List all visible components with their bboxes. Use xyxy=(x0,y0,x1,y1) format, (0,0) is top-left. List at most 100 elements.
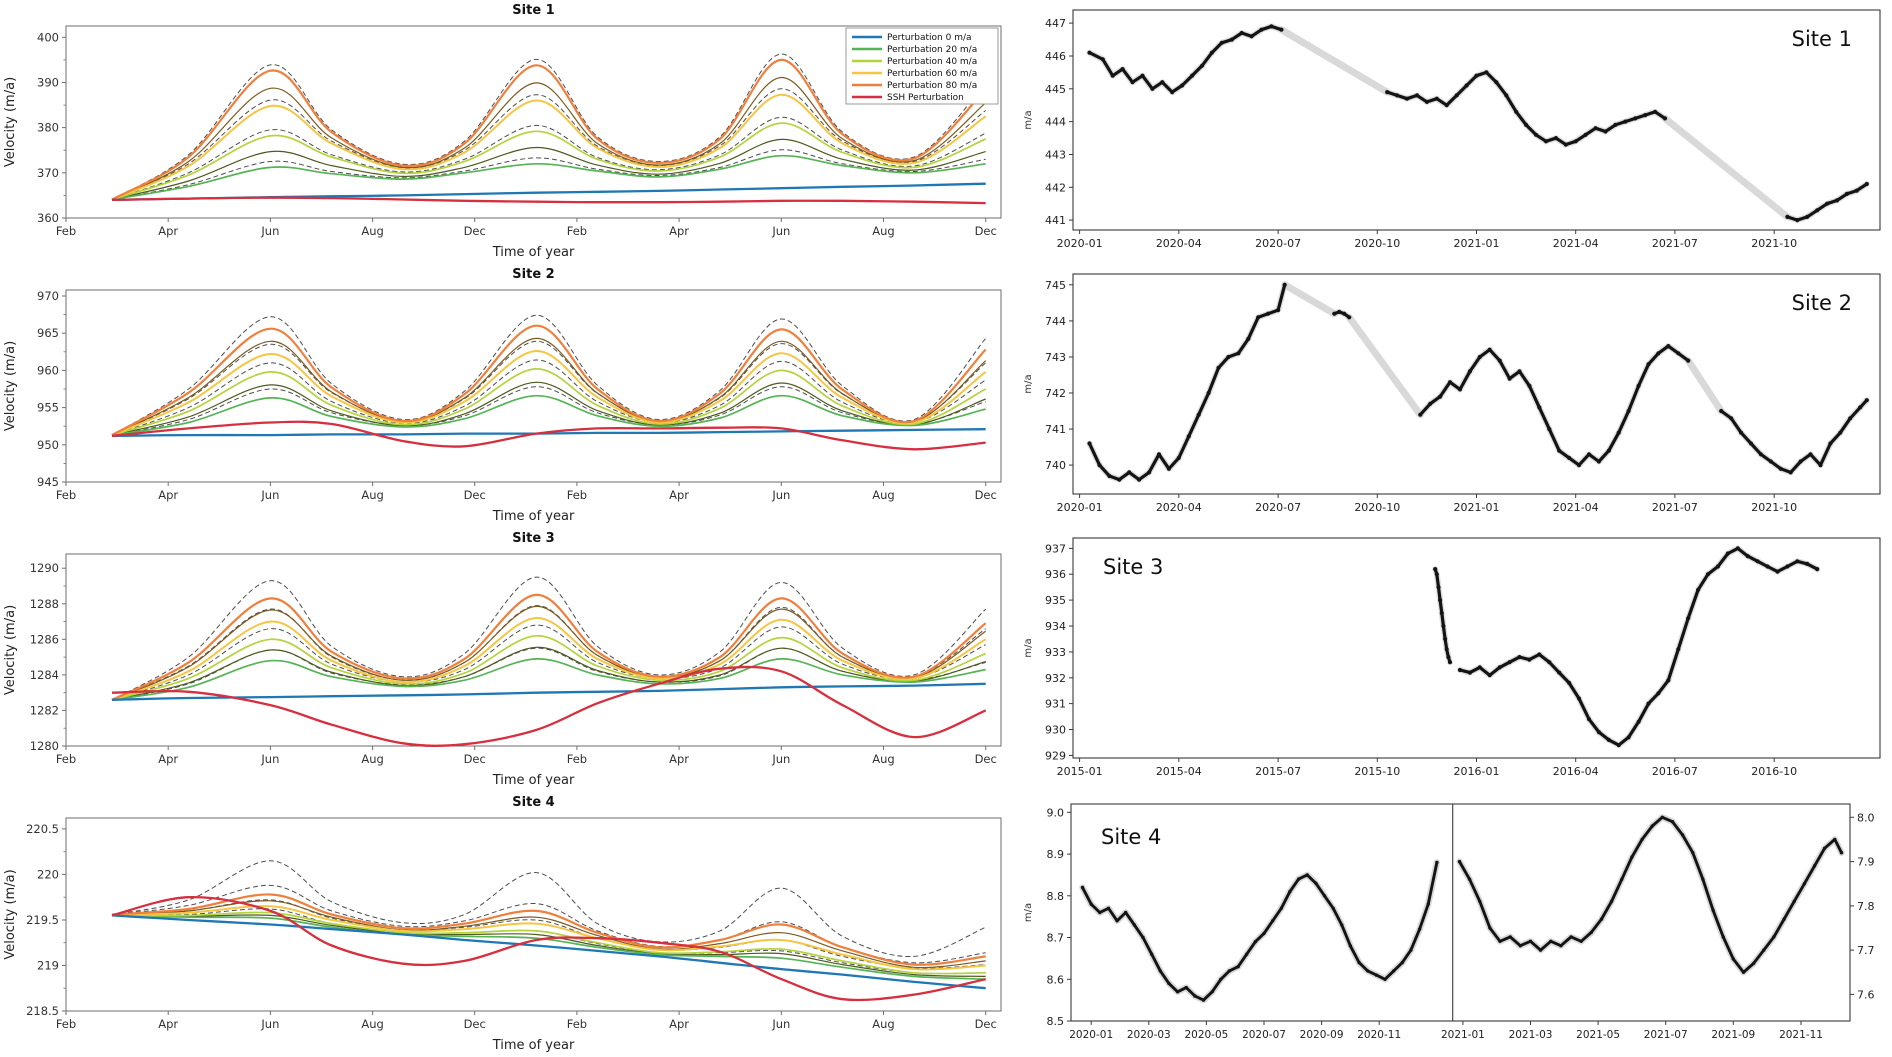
svg-text:935: 935 xyxy=(1045,594,1066,607)
svg-text:Jun: Jun xyxy=(771,488,790,502)
svg-text:Aug: Aug xyxy=(361,752,383,766)
svg-text:Apr: Apr xyxy=(158,752,178,766)
series-dark-low xyxy=(111,646,986,701)
svg-text:2021-05: 2021-05 xyxy=(1576,1029,1620,1041)
chart-title: Site 2 xyxy=(512,267,554,282)
svg-text:934: 934 xyxy=(1045,620,1066,633)
svg-text:2021-01: 2021-01 xyxy=(1454,501,1500,514)
svg-text:1288: 1288 xyxy=(30,597,59,611)
svg-text:Jun: Jun xyxy=(260,224,279,238)
series-dashed-20 xyxy=(111,386,986,436)
svg-text:7.7: 7.7 xyxy=(1857,944,1875,957)
svg-text:970: 970 xyxy=(37,289,59,303)
svg-text:380: 380 xyxy=(37,121,59,135)
svg-text:2020-10: 2020-10 xyxy=(1354,501,1400,514)
svg-text:8.7: 8.7 xyxy=(1047,932,1065,945)
svg-text:2020-03: 2020-03 xyxy=(1127,1029,1171,1041)
series-dark-high xyxy=(111,900,986,969)
series-dashed-40 xyxy=(111,899,986,969)
observed-data xyxy=(1432,545,1821,749)
series-group xyxy=(111,860,986,1002)
series-dashed-40 xyxy=(111,116,986,200)
series-perturbation-60-m-a xyxy=(111,93,987,201)
series-dark-high xyxy=(111,76,987,201)
series-dashed-40 xyxy=(111,624,986,701)
svg-text:Aug: Aug xyxy=(361,488,383,502)
series-perturbation-60-m-a xyxy=(111,616,987,701)
series-ssh-perturbation xyxy=(111,896,986,1002)
series-dashed-60 xyxy=(111,88,986,200)
series-perturbation-40-m-a xyxy=(111,911,986,975)
series-group xyxy=(111,53,987,205)
svg-text:Feb: Feb xyxy=(567,1017,587,1031)
svg-text:2020-01: 2020-01 xyxy=(1069,1029,1113,1041)
svg-text:2020-07: 2020-07 xyxy=(1255,237,1301,250)
svg-text:741: 741 xyxy=(1045,423,1066,436)
svg-text:Apr: Apr xyxy=(158,224,178,238)
axes: 2020-01 2020-04 2020-07 2020-10 2021-01 2021-… xyxy=(1045,273,1881,514)
svg-text:441: 441 xyxy=(1045,214,1066,227)
svg-text:370: 370 xyxy=(37,166,59,180)
svg-text:447: 447 xyxy=(1045,17,1066,30)
site-label: Site 4 xyxy=(1101,825,1161,849)
axes: Feb Apr Jun Aug Dec Feb Apr Jun Aug Dec 1280 1282 12… xyxy=(30,553,1002,766)
series-dark-high xyxy=(111,337,987,436)
y-axis-label: m/a xyxy=(1023,903,1034,922)
svg-text:218.5: 218.5 xyxy=(26,1004,59,1018)
series-perturbation-20-m-a xyxy=(111,154,986,201)
svg-text:Perturbation 80 m/a: Perturbation 80 m/a xyxy=(887,81,977,91)
svg-text:945: 945 xyxy=(37,475,59,489)
svg-text:8.6: 8.6 xyxy=(1047,973,1065,986)
svg-text:Aug: Aug xyxy=(872,752,894,766)
series-perturbation-60-m-a xyxy=(111,349,987,437)
svg-text:1286: 1286 xyxy=(30,632,59,646)
gap-connectors xyxy=(1281,281,1725,419)
svg-text:965: 965 xyxy=(37,326,59,340)
svg-text:2020-07: 2020-07 xyxy=(1242,1029,1286,1041)
right-chart-site-4: 2020-01 2020-03 2020-05 2020-07 2020-09 2020-… xyxy=(1015,792,1892,1057)
series-perturbation-20-m-a xyxy=(111,394,986,436)
svg-text:Feb: Feb xyxy=(567,752,587,766)
series-perturbation-20-m-a xyxy=(111,658,986,701)
svg-text:9.0: 9.0 xyxy=(1047,806,1065,819)
series-dark-low xyxy=(111,381,986,436)
svg-text:446: 446 xyxy=(1045,50,1066,63)
svg-text:Aug: Aug xyxy=(872,1017,894,1031)
svg-text:2016-07: 2016-07 xyxy=(1652,765,1698,778)
svg-text:Dec: Dec xyxy=(975,488,997,502)
y-axis-label: m/a xyxy=(1023,374,1034,393)
series-perturbation-40-m-a xyxy=(111,634,986,701)
svg-text:1290: 1290 xyxy=(30,561,59,575)
svg-text:1284: 1284 xyxy=(30,668,59,682)
axes: Feb Apr Jun Aug Dec Feb Apr Jun Aug Dec 218.5 219 21… xyxy=(26,817,1002,1031)
site-label: Site 3 xyxy=(1103,555,1163,579)
right-chart-site-3: 2015-01 2015-04 2015-07 2015-10 2016-01 2016-… xyxy=(1015,528,1892,792)
svg-text:Jun: Jun xyxy=(260,752,279,766)
svg-text:2021-04: 2021-04 xyxy=(1553,237,1599,250)
svg-text:360: 360 xyxy=(37,211,59,225)
svg-text:2015-07: 2015-07 xyxy=(1255,765,1301,778)
series-dashed-40 xyxy=(111,359,986,436)
series-perturbation-0-m-a xyxy=(111,914,986,990)
series-ssh-perturbation xyxy=(111,665,987,747)
series-dashed-60 xyxy=(111,340,987,436)
left-chart-site-2: Feb Apr Jun Aug Dec Feb Apr Jun Aug Dec 945 950 955 9… xyxy=(0,264,1015,528)
svg-text:2015-01: 2015-01 xyxy=(1057,765,1103,778)
left-chart-site-1-canvas: Feb Apr Jun Aug Dec Feb Apr Jun Aug Dec 360 370 380 3… xyxy=(0,0,1015,264)
svg-text:2021-10: 2021-10 xyxy=(1751,237,1797,250)
series-perturbation-0-m-a xyxy=(111,428,986,438)
svg-text:2021-01: 2021-01 xyxy=(1441,1029,1485,1041)
svg-text:Jun: Jun xyxy=(260,1017,279,1031)
svg-text:Feb: Feb xyxy=(56,752,76,766)
svg-text:Dec: Dec xyxy=(975,224,997,238)
series-ssh-perturbation xyxy=(111,196,986,205)
series-dark-high xyxy=(111,605,987,701)
x-axis-label: Time of year xyxy=(492,509,575,524)
observed-data-sub1 xyxy=(1079,859,1441,1004)
svg-text:2020-05: 2020-05 xyxy=(1184,1029,1228,1041)
svg-text:Apr: Apr xyxy=(669,488,689,502)
svg-text:Apr: Apr xyxy=(669,224,689,238)
y-axis-label: Velocity (m/a) xyxy=(3,605,18,695)
svg-text:443: 443 xyxy=(1045,149,1066,162)
